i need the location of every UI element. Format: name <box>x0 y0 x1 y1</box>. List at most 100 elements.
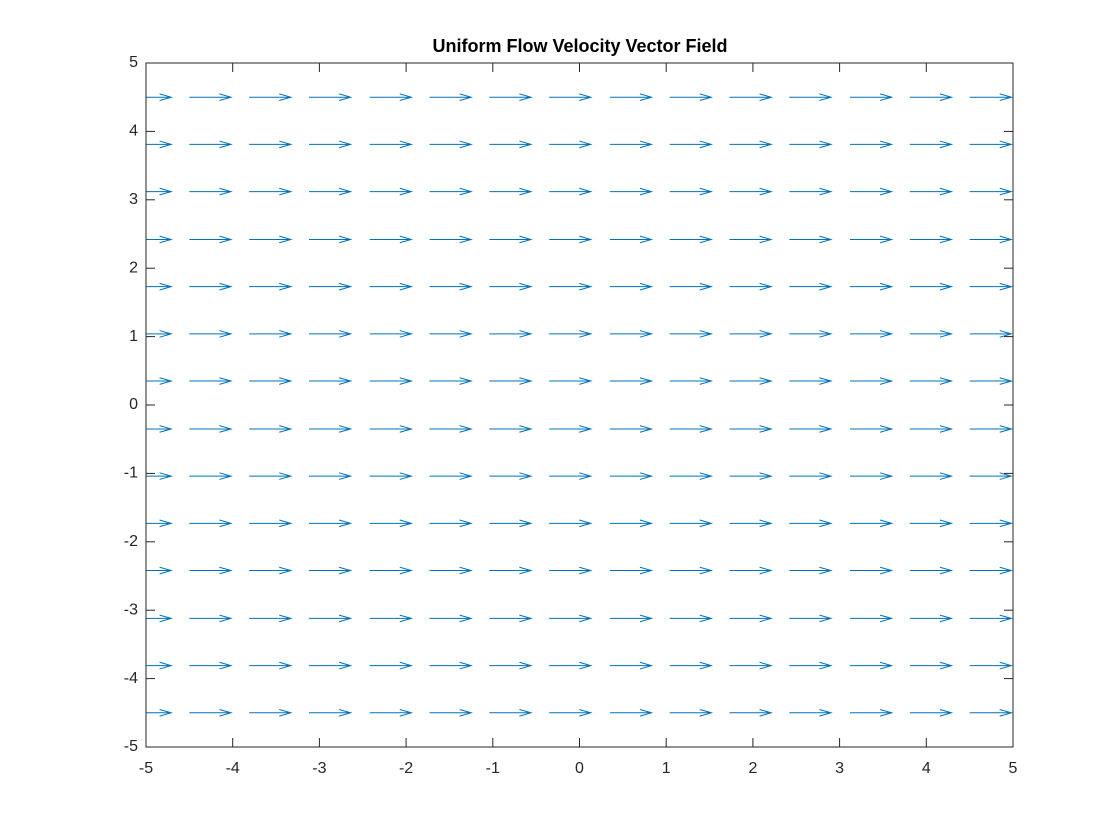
arrow <box>189 519 233 528</box>
arrow <box>909 519 954 528</box>
arrow <box>249 566 293 575</box>
x-tick-label: 3 <box>835 760 844 777</box>
arrow <box>489 93 533 101</box>
arrow <box>369 140 414 149</box>
arrow <box>249 614 293 623</box>
arrow <box>489 566 533 575</box>
arrow <box>669 187 714 196</box>
arrow <box>489 709 533 717</box>
arrow <box>308 709 353 717</box>
arrow <box>909 93 954 101</box>
arrow <box>429 472 473 480</box>
arrow <box>189 472 233 480</box>
arrow <box>909 661 954 670</box>
arrow <box>308 472 353 480</box>
arrow <box>669 566 714 575</box>
arrow <box>789 187 833 196</box>
arrow <box>729 472 773 480</box>
arrow <box>609 282 654 291</box>
arrow <box>850 93 894 101</box>
arrow <box>549 709 593 717</box>
arrow <box>789 330 833 338</box>
arrow <box>146 709 173 717</box>
arrow <box>609 425 654 433</box>
arrow <box>308 140 353 149</box>
arrow <box>609 377 654 385</box>
arrow <box>909 330 954 338</box>
x-tick-label: -3 <box>312 760 326 777</box>
arrow <box>308 377 353 385</box>
arrow <box>429 614 473 623</box>
arrow <box>549 377 593 385</box>
arrow <box>850 330 894 338</box>
arrow <box>669 235 714 244</box>
arrow <box>669 330 714 338</box>
arrow <box>249 140 293 149</box>
arrow <box>789 235 833 244</box>
arrow <box>429 425 473 433</box>
arrow <box>308 235 353 244</box>
arrow <box>146 377 173 385</box>
arrow <box>669 93 714 101</box>
arrow <box>609 235 654 244</box>
arrow <box>850 566 894 575</box>
arrow <box>189 709 233 717</box>
arrow <box>249 187 293 196</box>
arrow <box>146 472 173 480</box>
arrow <box>189 425 233 433</box>
arrow <box>249 235 293 244</box>
arrow <box>429 187 473 196</box>
arrow <box>369 614 414 623</box>
arrow <box>789 425 833 433</box>
arrow <box>489 187 533 196</box>
arrow <box>249 282 293 291</box>
arrow <box>369 425 414 433</box>
y-tick-label: 4 <box>129 123 138 140</box>
x-tick-label: -2 <box>399 760 413 777</box>
arrow <box>549 282 593 291</box>
arrow <box>909 709 954 717</box>
arrow <box>146 614 173 623</box>
arrow <box>909 377 954 385</box>
arrow <box>146 140 173 149</box>
arrow <box>969 330 1013 338</box>
arrow <box>489 235 533 244</box>
arrow <box>609 709 654 717</box>
arrow <box>850 614 894 623</box>
arrow <box>669 614 714 623</box>
arrow <box>249 330 293 338</box>
arrow <box>369 377 414 385</box>
arrow <box>146 235 173 244</box>
arrow <box>146 566 173 575</box>
arrow <box>850 472 894 480</box>
arrow <box>549 330 593 338</box>
y-tick-label: -4 <box>124 670 138 687</box>
arrow <box>146 187 173 196</box>
arrow <box>669 140 714 149</box>
arrow <box>549 519 593 528</box>
chart-title: Uniform Flow Velocity Vector Field <box>432 36 727 56</box>
arrow <box>609 519 654 528</box>
arrow <box>489 330 533 338</box>
arrow <box>969 235 1013 244</box>
arrow <box>909 282 954 291</box>
arrow <box>308 282 353 291</box>
y-tick-label: 5 <box>129 54 138 71</box>
arrow <box>189 614 233 623</box>
arrow <box>609 187 654 196</box>
y-tick-label: 2 <box>129 259 138 276</box>
arrow <box>909 140 954 149</box>
arrow <box>850 425 894 433</box>
arrow <box>609 566 654 575</box>
arrow <box>609 472 654 480</box>
arrow <box>909 235 954 244</box>
arrow <box>789 472 833 480</box>
arrow <box>249 377 293 385</box>
arrow <box>729 661 773 670</box>
arrow <box>969 614 1013 623</box>
arrow <box>308 93 353 101</box>
arrow <box>489 377 533 385</box>
arrow <box>429 235 473 244</box>
x-tick-label: 1 <box>662 760 671 777</box>
